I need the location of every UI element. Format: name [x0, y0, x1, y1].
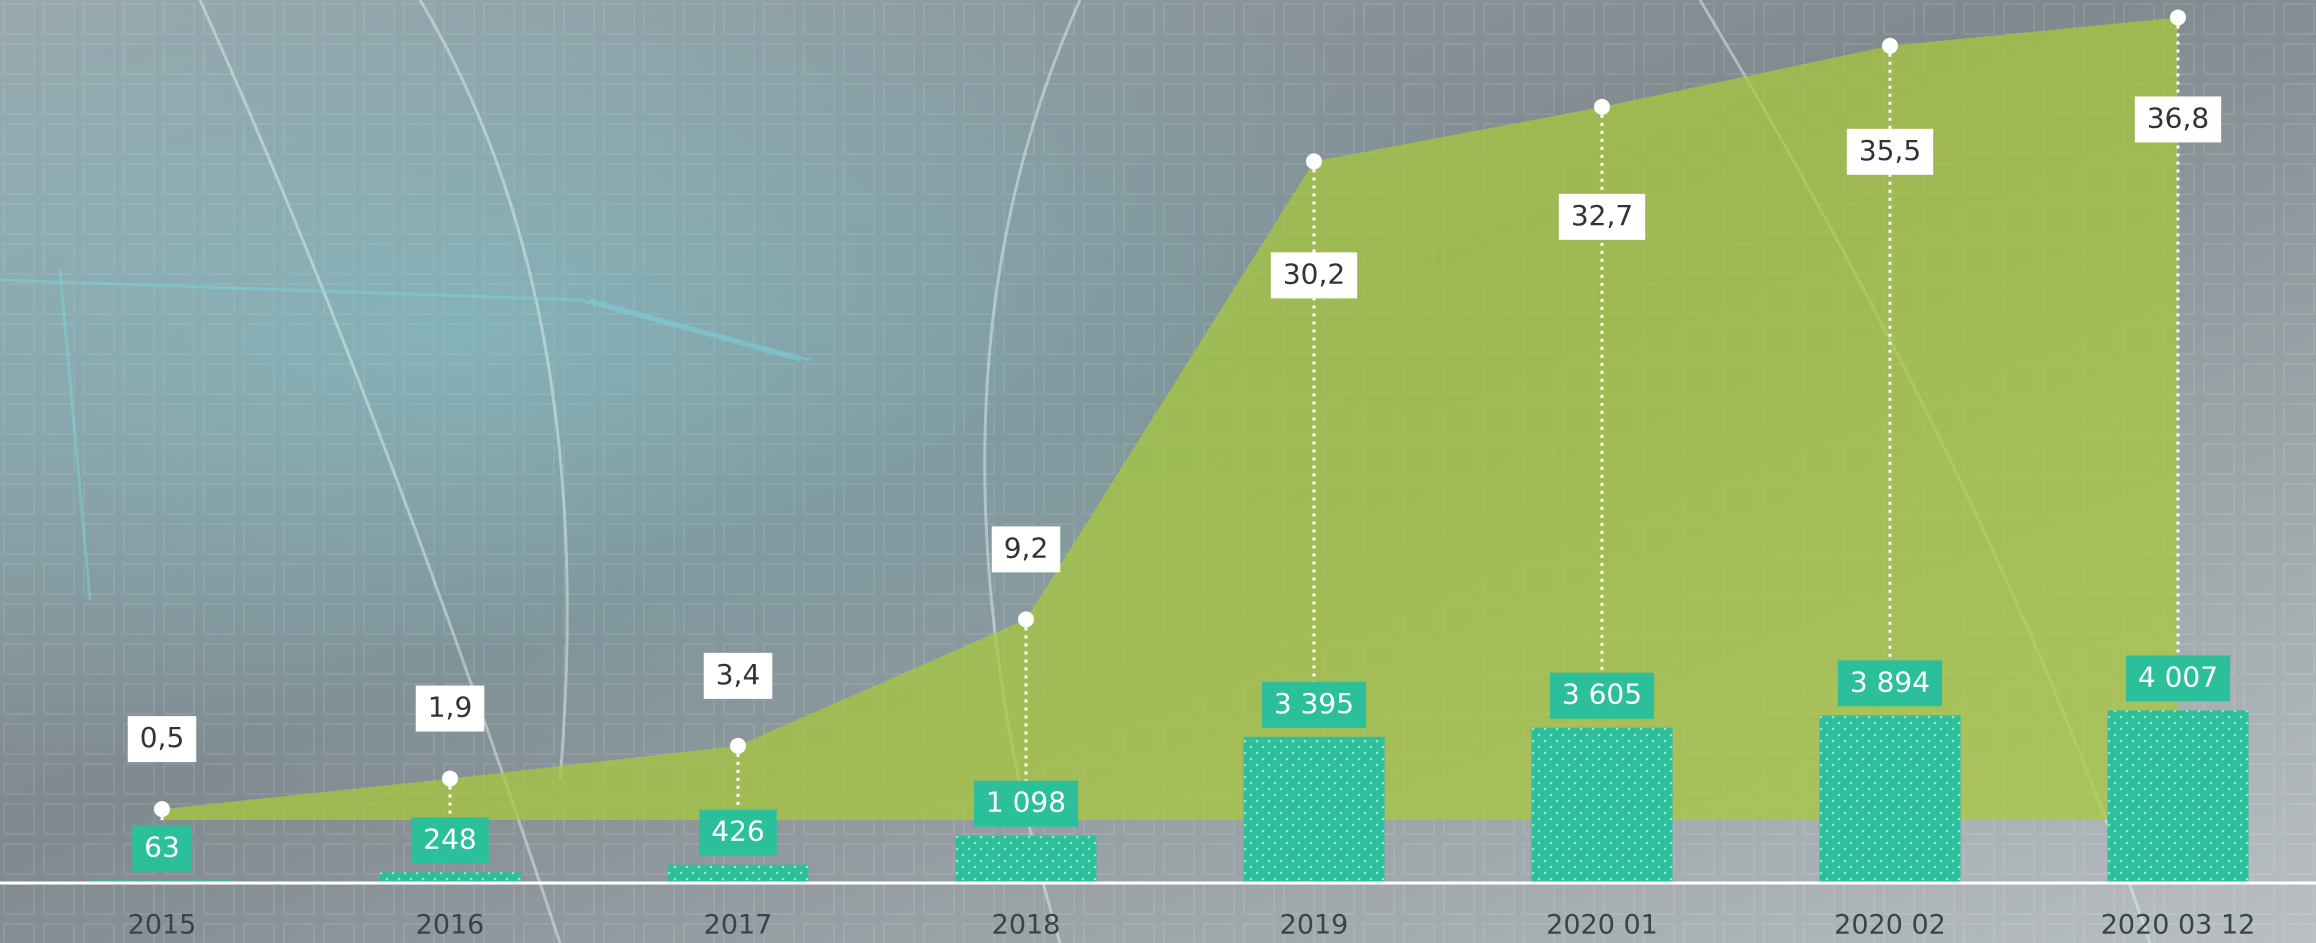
bar-value-label-group: 3 894	[1838, 660, 1942, 706]
x-tick-label: 2016	[416, 910, 485, 941]
x-tick-label: 2015	[128, 910, 197, 941]
area-point	[154, 801, 170, 817]
area-value-label: 9,2	[1004, 531, 1049, 564]
bar-value-label: 4 007	[2138, 660, 2218, 693]
bar-value-label: 3 605	[1562, 678, 1642, 711]
chart: 2015 2016 2017 2018 2019 2020 01 2020 02 2020 0…	[0, 0, 2316, 943]
bar-value-label: 1 098	[986, 786, 1066, 819]
area-value-label: 0,5	[140, 721, 185, 754]
area-value-label-group: 1,9	[416, 686, 485, 732]
bar-value-label-group: 4 007	[2126, 655, 2230, 701]
area-point	[442, 771, 458, 787]
bar-value-label-group: 426	[699, 810, 776, 856]
bar-value-label: 3 395	[1274, 687, 1354, 720]
area-value-label: 35,5	[1859, 134, 1921, 167]
area-point	[2170, 9, 2186, 25]
bar-value-label-group: 63	[132, 825, 192, 871]
bar-value-label: 426	[711, 815, 764, 848]
bar-value-label-group: 1 098	[974, 781, 1078, 827]
area-point	[1594, 99, 1610, 115]
bar-texture	[667, 865, 808, 883]
x-tick-label: 2019	[1280, 910, 1349, 941]
bar-texture	[955, 836, 1096, 883]
bar-texture	[1243, 737, 1384, 883]
area-value-label-group: 32,7	[1559, 194, 1645, 240]
bar-texture	[2107, 710, 2248, 883]
area-value-label-group: 36,8	[2135, 96, 2221, 142]
bar-value-label: 3 894	[1850, 665, 1930, 698]
area-point	[1882, 38, 1898, 54]
area-value-label-group: 9,2	[992, 526, 1061, 572]
x-tick-label: 2020 03 12	[2101, 910, 2256, 941]
area-value-label: 3,4	[716, 658, 761, 691]
area-value-label: 1,9	[428, 691, 473, 724]
x-tick-label: 2018	[992, 910, 1061, 941]
area-point	[730, 738, 746, 754]
area-point	[1306, 153, 1322, 169]
x-tick-label: 2020 02	[1834, 910, 1946, 941]
area-value-label: 32,7	[1571, 199, 1633, 232]
page: 2015 2016 2017 2018 2019 2020 01 2020 02 2020 0…	[0, 0, 2316, 943]
area-point	[1018, 611, 1034, 627]
area-value-label-group: 35,5	[1847, 129, 1933, 175]
area-value-label-group: 3,4	[704, 653, 773, 699]
bar-value-label-group: 3 605	[1550, 673, 1654, 719]
bar-texture	[379, 872, 520, 883]
bar-value-label-group: 3 395	[1262, 682, 1366, 728]
x-tick-label: 2017	[704, 910, 773, 941]
bar-value-label-group: 248	[411, 817, 488, 863]
area-value-label: 30,2	[1283, 257, 1345, 290]
area-value-label-group: 30,2	[1271, 252, 1357, 298]
area-value-label-group: 0,5	[128, 716, 197, 762]
bar-value-label: 248	[423, 822, 476, 855]
area-value-label: 36,8	[2147, 101, 2209, 134]
bar-texture	[1531, 728, 1672, 883]
x-tick-label: 2020 01	[1546, 910, 1658, 941]
bar-value-label: 63	[144, 830, 180, 863]
bar-texture	[1819, 715, 1960, 883]
